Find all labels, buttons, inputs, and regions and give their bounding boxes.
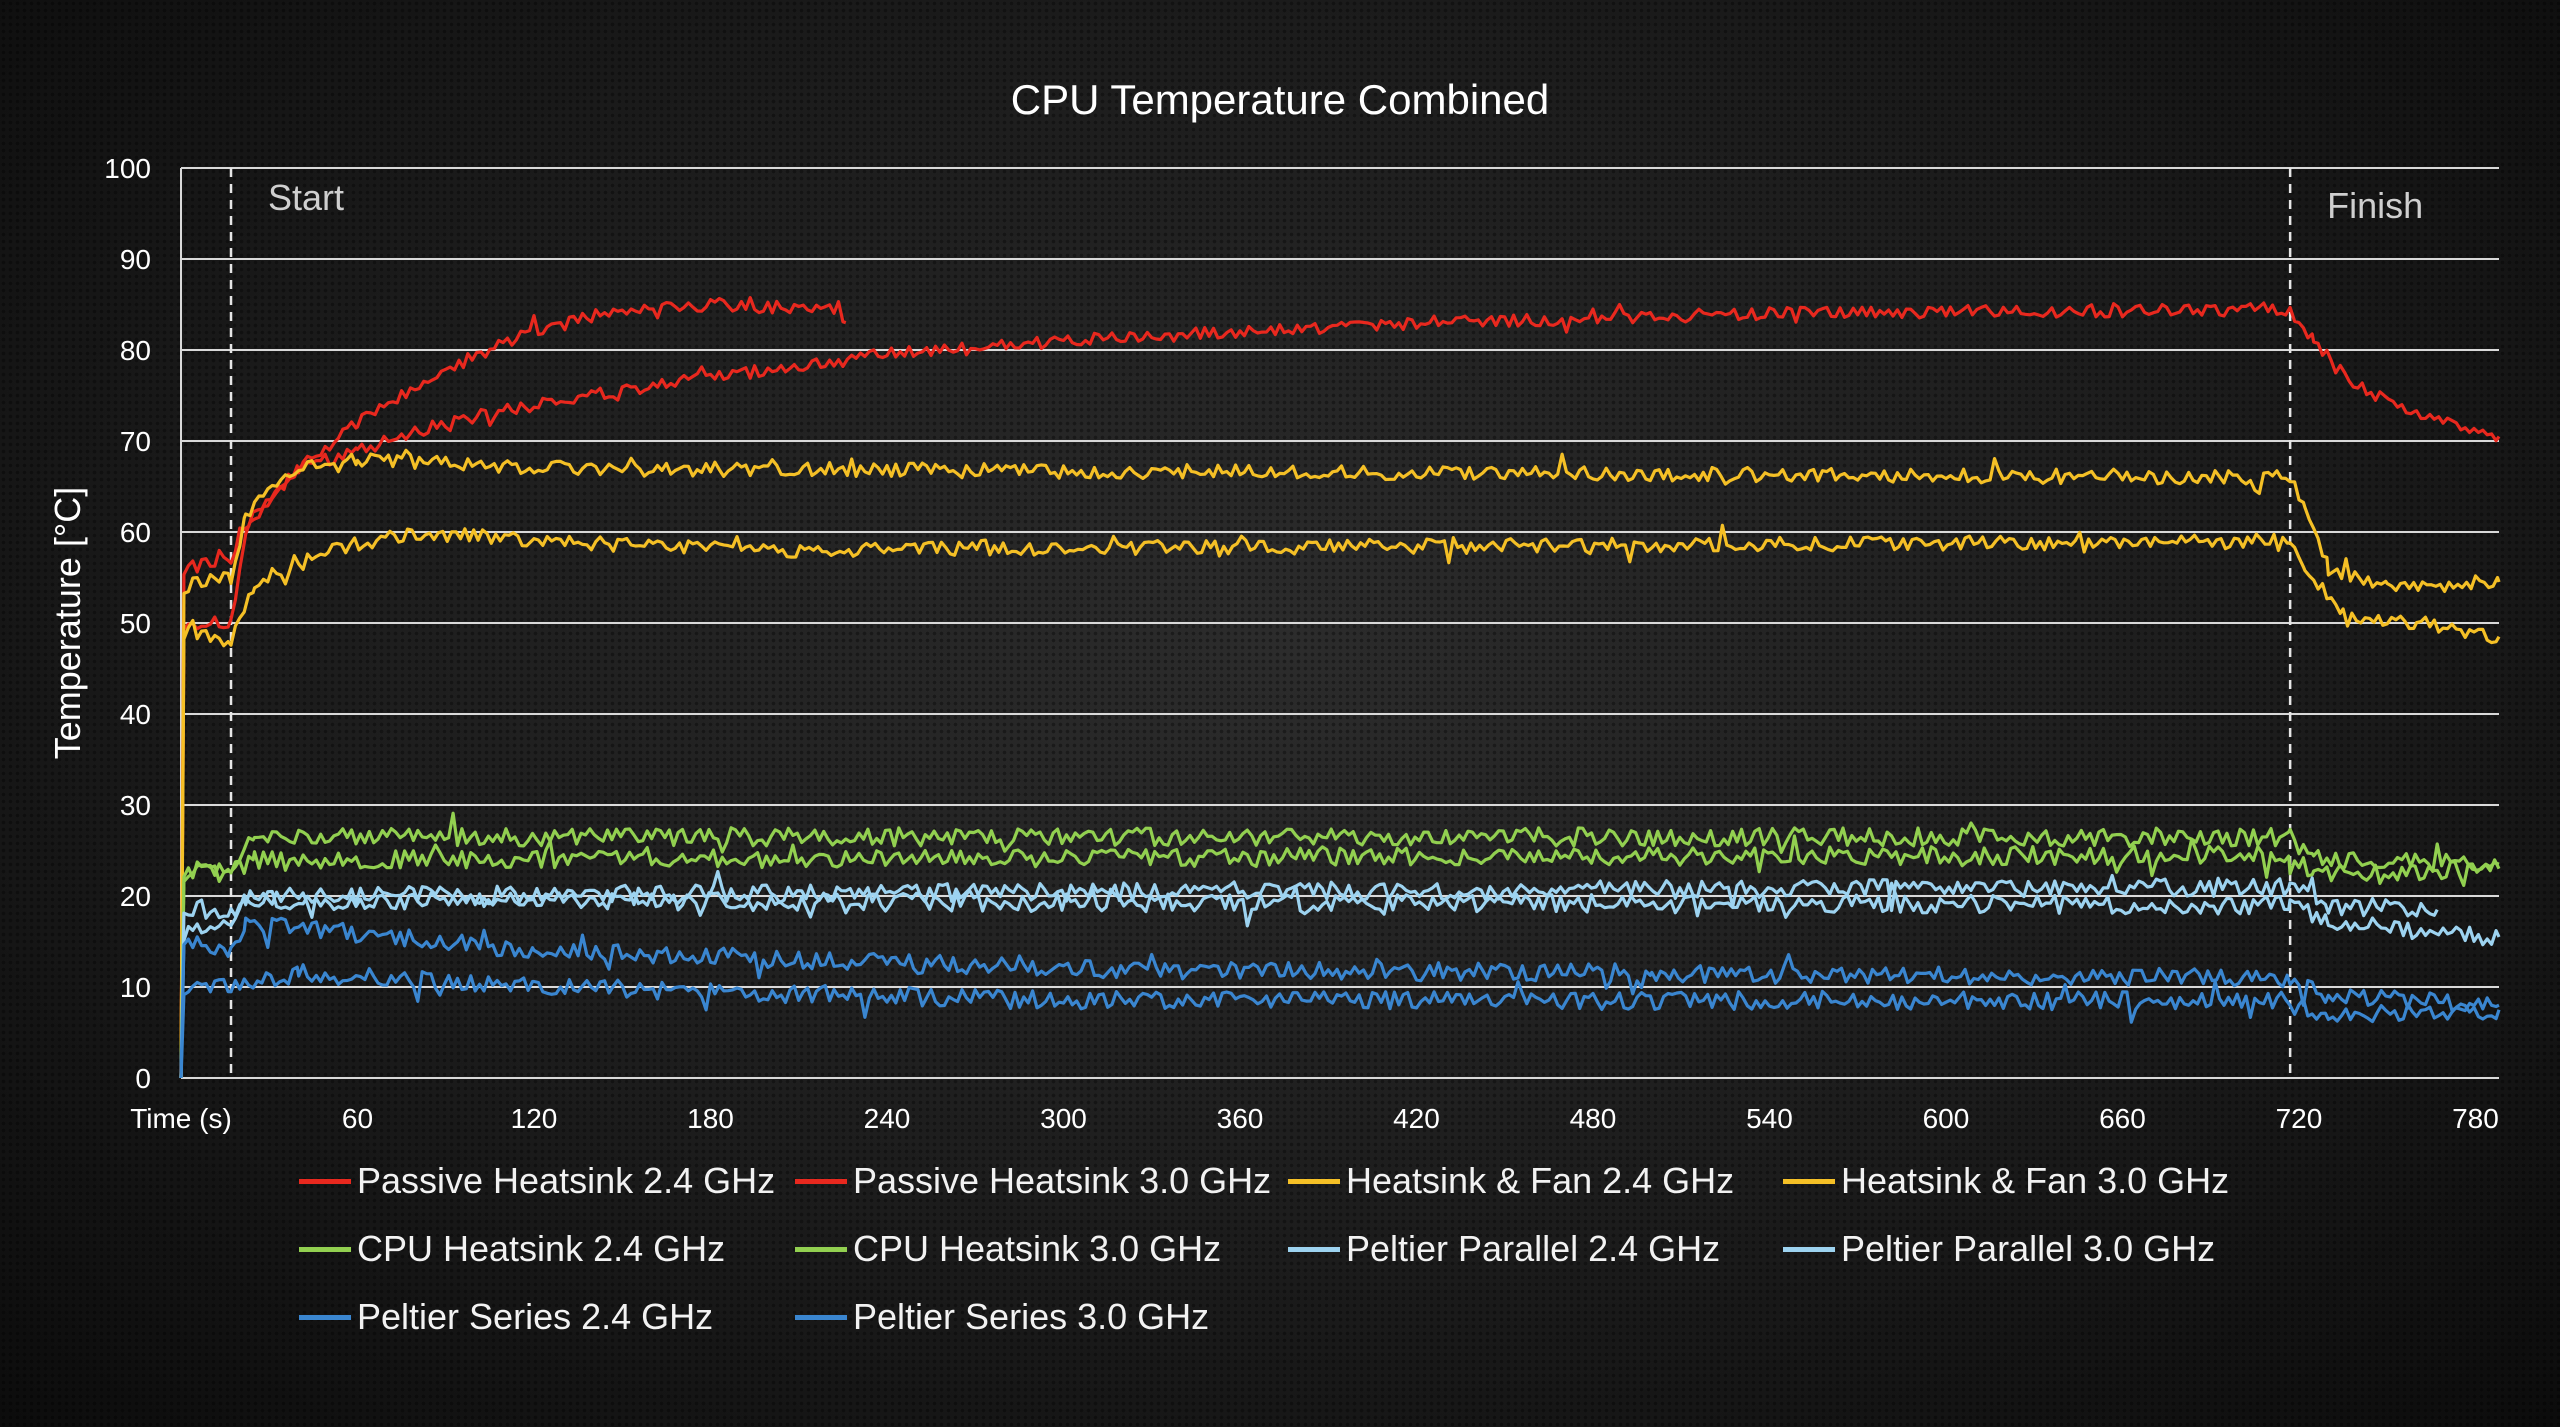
x-tick-label: 480: [1570, 1103, 1617, 1134]
chart-title: CPU Temperature Combined: [1010, 76, 1550, 123]
legend-item: Heatsink & Fan 3.0 GHz: [1783, 1160, 2229, 1202]
x-tick-label: 240: [864, 1103, 911, 1134]
x-tick-label: 60: [342, 1103, 373, 1134]
legend-label: Peltier Series 3.0 GHz: [853, 1296, 1210, 1337]
legend-label: Heatsink & Fan 3.0 GHz: [1841, 1160, 2230, 1201]
y-axis-label: Temperature [°C]: [47, 487, 88, 760]
legend-item: Peltier Parallel 2.4 GHz: [1288, 1228, 1720, 1270]
series-line-passive-heatsink-2-4-ghz: [179, 301, 2501, 1079]
legend: Passive Heatsink 2.4 GHz Passive Heatsink…: [0, 1160, 2560, 1360]
legend-item: Peltier Series 3.0 GHz: [795, 1296, 1209, 1338]
legend-swatch: [299, 1246, 351, 1252]
legend-item: Heatsink & Fan 2.4 GHz: [1288, 1160, 1734, 1202]
legend-label: Peltier Parallel 3.0 GHz: [1841, 1228, 2216, 1269]
series-line-passive-heatsink-3-0-ghz: [179, 296, 847, 1079]
legend-item: Peltier Series 2.4 GHz: [299, 1296, 713, 1338]
y-tick-label: 40: [120, 699, 151, 730]
legend-item: CPU Heatsink 2.4 GHz: [299, 1228, 725, 1270]
series-line-peltier-parallel-2-4-ghz: [179, 881, 2501, 1079]
x-tick-label: 540: [1746, 1103, 1793, 1134]
legend-label: Peltier Parallel 2.4 GHz: [1346, 1228, 1721, 1269]
series-line-peltier-parallel-3-0-ghz: [179, 869, 2439, 1079]
legend-swatch: [1288, 1178, 1340, 1184]
x-tick-label: 600: [1923, 1103, 1970, 1134]
x-tick-label: 420: [1393, 1103, 1440, 1134]
series-line-heatsink-fan-2-4-ghz: [179, 523, 2501, 1079]
y-tick-label: 100: [104, 153, 151, 184]
x-tick-label: 780: [2452, 1103, 2499, 1134]
x-tick-label: 660: [2099, 1103, 2146, 1134]
y-tick-label: 80: [120, 335, 151, 366]
series-line-cpu-heatsink-2-4-ghz: [179, 834, 2501, 1079]
legend-label: Passive Heatsink 2.4 GHz: [357, 1160, 776, 1201]
legend-item: Peltier Parallel 3.0 GHz: [1783, 1228, 2215, 1270]
legend-swatch: [1288, 1246, 1340, 1252]
annotation-label-start: Start: [268, 177, 344, 218]
y-tick-label: 0: [135, 1063, 151, 1094]
x-tick-label: 720: [2276, 1103, 2323, 1134]
annotation-label-finish: Finish: [2327, 185, 2423, 226]
x-tick-label: 360: [1217, 1103, 1264, 1134]
legend-swatch: [795, 1314, 847, 1320]
legend-swatch: [1783, 1246, 1835, 1252]
legend-label: CPU Heatsink 3.0 GHz: [853, 1228, 1222, 1269]
y-tick-label: 50: [120, 608, 151, 639]
legend-swatch: [795, 1178, 847, 1184]
y-tick-label: 60: [120, 517, 151, 548]
x-axis-label: Time (s): [130, 1103, 232, 1134]
series-line-peltier-series-3-0-ghz: [179, 916, 2500, 1079]
x-tick-label: 300: [1040, 1103, 1087, 1134]
legend-swatch: [795, 1246, 847, 1252]
legend-swatch: [1783, 1178, 1835, 1184]
y-tick-label: 10: [120, 972, 151, 1003]
x-tick-label: 180: [687, 1103, 734, 1134]
legend-item: Passive Heatsink 3.0 GHz: [795, 1160, 1271, 1202]
legend-swatch: [299, 1314, 351, 1320]
legend-item: CPU Heatsink 3.0 GHz: [795, 1228, 1221, 1270]
y-tick-label: 90: [120, 244, 151, 275]
y-tick-label: 30: [120, 790, 151, 821]
legend-label: Peltier Series 2.4 GHz: [357, 1296, 714, 1337]
legend-label: CPU Heatsink 2.4 GHz: [357, 1228, 726, 1269]
legend-swatch: [299, 1178, 351, 1184]
y-tick-label: 70: [120, 426, 151, 457]
x-tick-label: 120: [511, 1103, 558, 1134]
legend-label: Heatsink & Fan 2.4 GHz: [1346, 1160, 1735, 1201]
legend-item: Passive Heatsink 2.4 GHz: [299, 1160, 775, 1202]
series-line-heatsink-fan-3-0-ghz: [179, 448, 2501, 1079]
series-line-peltier-series-2-4-ghz: [179, 963, 2501, 1079]
series-line-cpu-heatsink-3-0-ghz: [179, 811, 2500, 1079]
y-tick-label: 20: [120, 881, 151, 912]
legend-label: Passive Heatsink 3.0 GHz: [853, 1160, 1272, 1201]
